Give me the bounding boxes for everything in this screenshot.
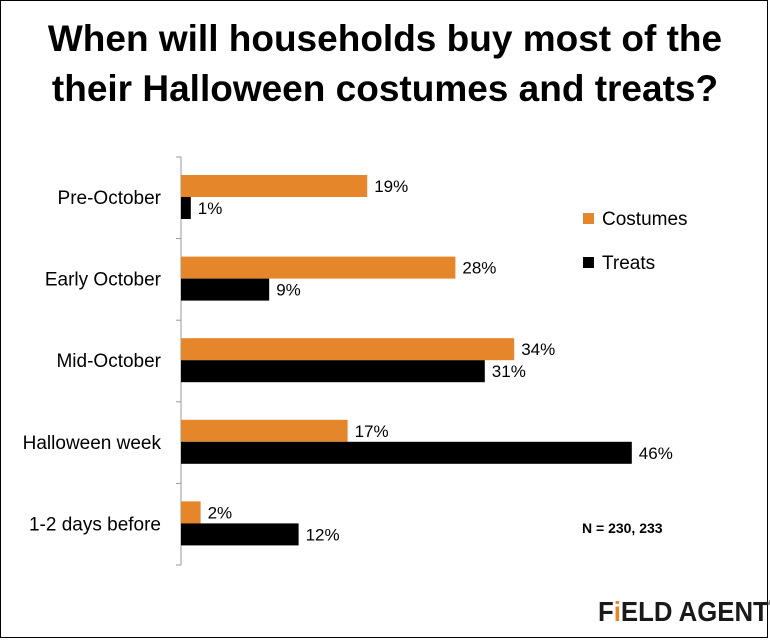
category-label: Early October [45,270,162,291]
title-line-1: When will households buy most of the [47,18,723,59]
treats-bar [181,360,485,383]
treats-value-label: 1% [198,199,223,218]
costumes-bar [181,501,201,524]
costumes-bar [181,175,368,197]
costumes-bar [181,338,515,361]
costumes-bar [181,256,456,279]
treats-value-label: 46% [639,444,673,463]
category-label: 1-2 days before [29,514,161,535]
category-label: Halloween week [23,433,162,454]
costumes-value-label: 34% [521,340,555,359]
costumes-value-label: 2% [208,503,233,522]
treats-value-label: 9% [276,281,301,300]
costumes-value-label: 17% [355,422,389,441]
sample-size-note: N = 230, 233 [582,520,663,536]
legend-label-treats: Treats [602,253,655,274]
legend-label-costumes: Costumes [602,209,688,230]
chart-title: When will households buy most of the the… [10,14,760,114]
title-line-2: their Halloween costumes and treats? [51,68,719,109]
treats-bar [181,441,632,464]
legend-swatch-treats [583,257,594,268]
treats-value-label: 12% [306,525,340,544]
category-label: Pre-October [58,188,162,209]
category-label: Mid-October [56,351,161,372]
costumes-value-label: 19% [374,177,408,196]
treats-bar [181,197,191,219]
treats-value-label: 31% [492,362,526,381]
costumes-value-label: 28% [462,259,496,278]
field-agent-logo: FiELD AGENT® [598,596,770,627]
legend-swatch-costumes [583,213,594,224]
costumes-bar [181,419,348,442]
treats-bar [181,523,299,546]
treats-bar [181,278,270,301]
